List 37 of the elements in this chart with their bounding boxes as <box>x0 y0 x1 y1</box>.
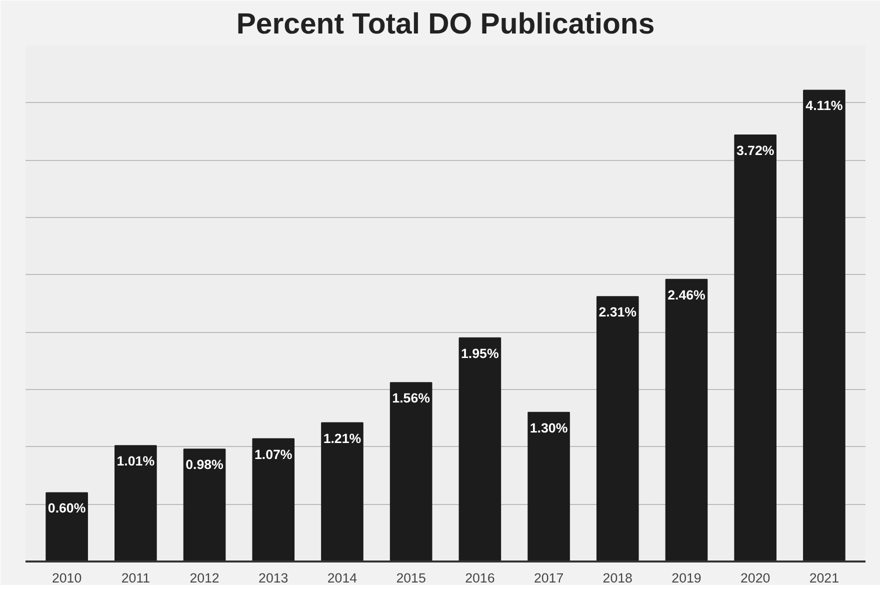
bar <box>390 382 432 562</box>
x-tick-label: 2011 <box>121 570 150 586</box>
bar <box>803 90 846 562</box>
x-tick-label: 2017 <box>534 570 564 586</box>
x-tick-label: 2019 <box>672 570 702 586</box>
data-label: 4.11% <box>806 98 843 114</box>
bar <box>458 337 502 562</box>
bar <box>734 134 776 562</box>
data-label: 1.95% <box>461 346 499 361</box>
x-tick-label: 2020 <box>740 570 770 586</box>
data-label: 3.72% <box>736 142 774 158</box>
bar <box>321 422 364 562</box>
data-label: 1.56% <box>392 390 430 406</box>
data-label: 2.31% <box>598 304 637 320</box>
data-label: 1.21% <box>323 430 362 446</box>
data-label: 2.46% <box>668 287 706 302</box>
x-tick-label: 2013 <box>258 570 288 586</box>
data-label: 0.98% <box>186 457 224 472</box>
data-label: 1.07% <box>254 446 292 462</box>
x-tick-label: 2012 <box>190 570 220 586</box>
x-tick-label: 2010 <box>52 570 82 586</box>
x-tick-label: 2016 <box>465 570 495 586</box>
chart-title: Percent Total DO Publications <box>236 8 655 40</box>
x-tick-label: 2018 <box>602 570 632 586</box>
data-label: 1.30% <box>530 420 568 436</box>
bar <box>183 448 226 562</box>
data-label: 0.60% <box>48 500 86 516</box>
bar <box>665 278 708 562</box>
x-tick-label: 2021 <box>809 570 840 586</box>
bar <box>114 445 157 562</box>
bar <box>528 412 570 562</box>
x-tick-label: 2014 <box>327 570 358 586</box>
bar <box>252 438 295 562</box>
data-label: 1.01% <box>116 454 155 469</box>
bar <box>596 296 639 562</box>
x-tick-label: 2015 <box>396 570 426 586</box>
bar <box>46 492 88 562</box>
